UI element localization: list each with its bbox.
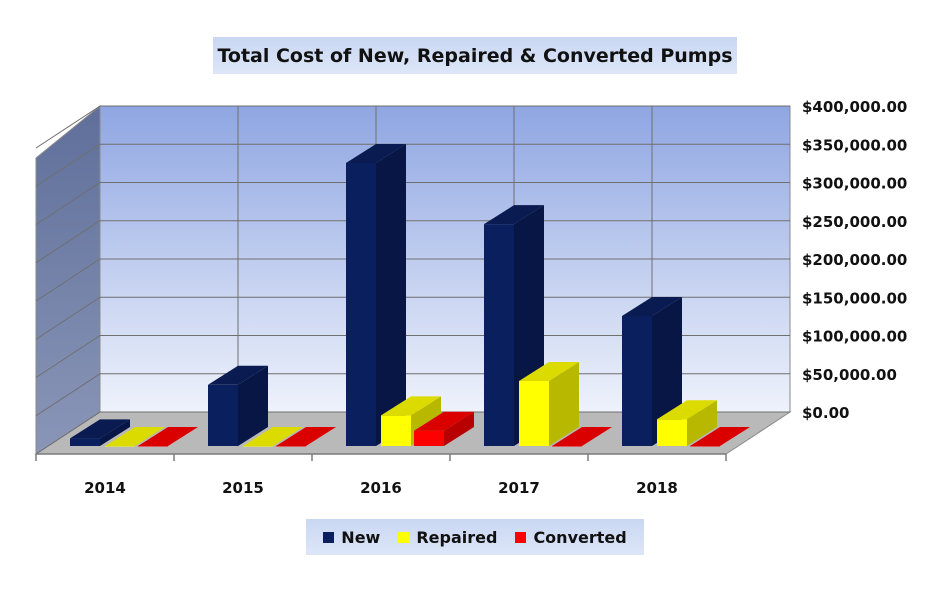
x-category-label: 2016 <box>360 479 402 497</box>
bar-repaired-2018-side <box>687 400 717 446</box>
legend-label-converted: Converted <box>533 527 627 547</box>
x-category-label: 2017 <box>498 479 540 497</box>
bar-repaired-2014 <box>105 446 135 447</box>
x-category-label: 2018 <box>636 479 678 497</box>
legend-swatch-new <box>323 531 335 543</box>
bar-new-2015-side <box>238 365 268 446</box>
bar-repaired-2018-top <box>657 400 717 420</box>
legend-label-new: New <box>341 527 381 547</box>
legend-item-new: New <box>323 528 380 547</box>
chart-legend: New Repaired Converted <box>306 519 644 555</box>
legend-item-converted: Converted <box>515 527 627 547</box>
legend-label-repaired: Repaired <box>416 527 498 547</box>
y-tick-label: $300,000.00 <box>802 175 907 193</box>
legend-swatch-converted <box>515 531 527 543</box>
y-tick-label: $100,000.00 <box>802 328 907 346</box>
bar-converted-2016 <box>414 430 444 446</box>
y-tick-label: $350,000.00 <box>802 136 907 154</box>
bar-new-2015 <box>208 384 238 446</box>
bar-converted-2014-top <box>138 427 198 446</box>
bar-converted-2016-side <box>444 411 474 446</box>
bar-repaired-2015 <box>243 446 273 447</box>
y-tick-label: $0.00 <box>802 404 849 422</box>
side-gridline <box>35 296 101 340</box>
bar-repaired-2018 <box>657 419 687 446</box>
side-gridline <box>35 373 101 417</box>
side-gridline <box>35 182 101 225</box>
bar-converted-2018-top <box>690 427 750 446</box>
legend-item-repaired: Repaired <box>398 528 497 547</box>
chart-title: Total Cost of New, Repaired & Converted … <box>213 37 737 74</box>
bar-new-2014-top <box>70 419 130 439</box>
bar-converted-2016-top <box>414 411 474 431</box>
side-gridline <box>35 220 101 264</box>
bar-repaired-2016 <box>381 415 411 446</box>
bar-repaired-2017-side <box>549 361 579 446</box>
bar-repaired-2017-top <box>519 361 579 381</box>
side-gridline <box>35 105 101 149</box>
bar-new-2014 <box>70 438 100 446</box>
bar-new-2015-top <box>208 365 268 385</box>
bar-converted-2014 <box>138 446 168 447</box>
bar-converted-2015-top <box>276 427 336 446</box>
y-tick-label: $150,000.00 <box>802 289 907 307</box>
side-gridline <box>35 335 101 378</box>
x-category-label: 2015 <box>222 479 264 497</box>
bar-new-2018-top <box>622 296 682 316</box>
bar-repaired-2015-top <box>243 427 303 446</box>
side-gridline <box>35 411 101 455</box>
bar-converted-2015 <box>276 446 306 447</box>
bar-repaired-2017 <box>519 380 549 446</box>
bar-new-2017 <box>484 224 514 446</box>
x-category-label: 2014 <box>84 479 126 497</box>
bar-new-2018 <box>622 315 652 446</box>
bar-new-2014-side <box>100 419 130 446</box>
y-tick-label: $250,000.00 <box>802 213 907 231</box>
bar-new-2017-top <box>484 205 544 225</box>
bar-repaired-2014-top <box>105 427 165 446</box>
side-gridline <box>35 258 101 302</box>
bar-new-2016-top <box>346 143 406 163</box>
bar-converted-2017-top <box>552 427 612 446</box>
bar-new-2016-side <box>376 143 406 446</box>
bar-converted-2017 <box>552 446 582 447</box>
bar-converted-2018 <box>690 446 720 447</box>
legend-swatch-repaired <box>398 531 410 543</box>
y-tick-label: $50,000.00 <box>802 366 897 384</box>
bar-repaired-2016-top <box>381 396 441 416</box>
y-tick-label: $400,000.00 <box>802 98 907 116</box>
y-tick-label: $200,000.00 <box>802 251 907 269</box>
side-gridline <box>35 143 101 187</box>
bar-new-2016 <box>346 162 376 446</box>
